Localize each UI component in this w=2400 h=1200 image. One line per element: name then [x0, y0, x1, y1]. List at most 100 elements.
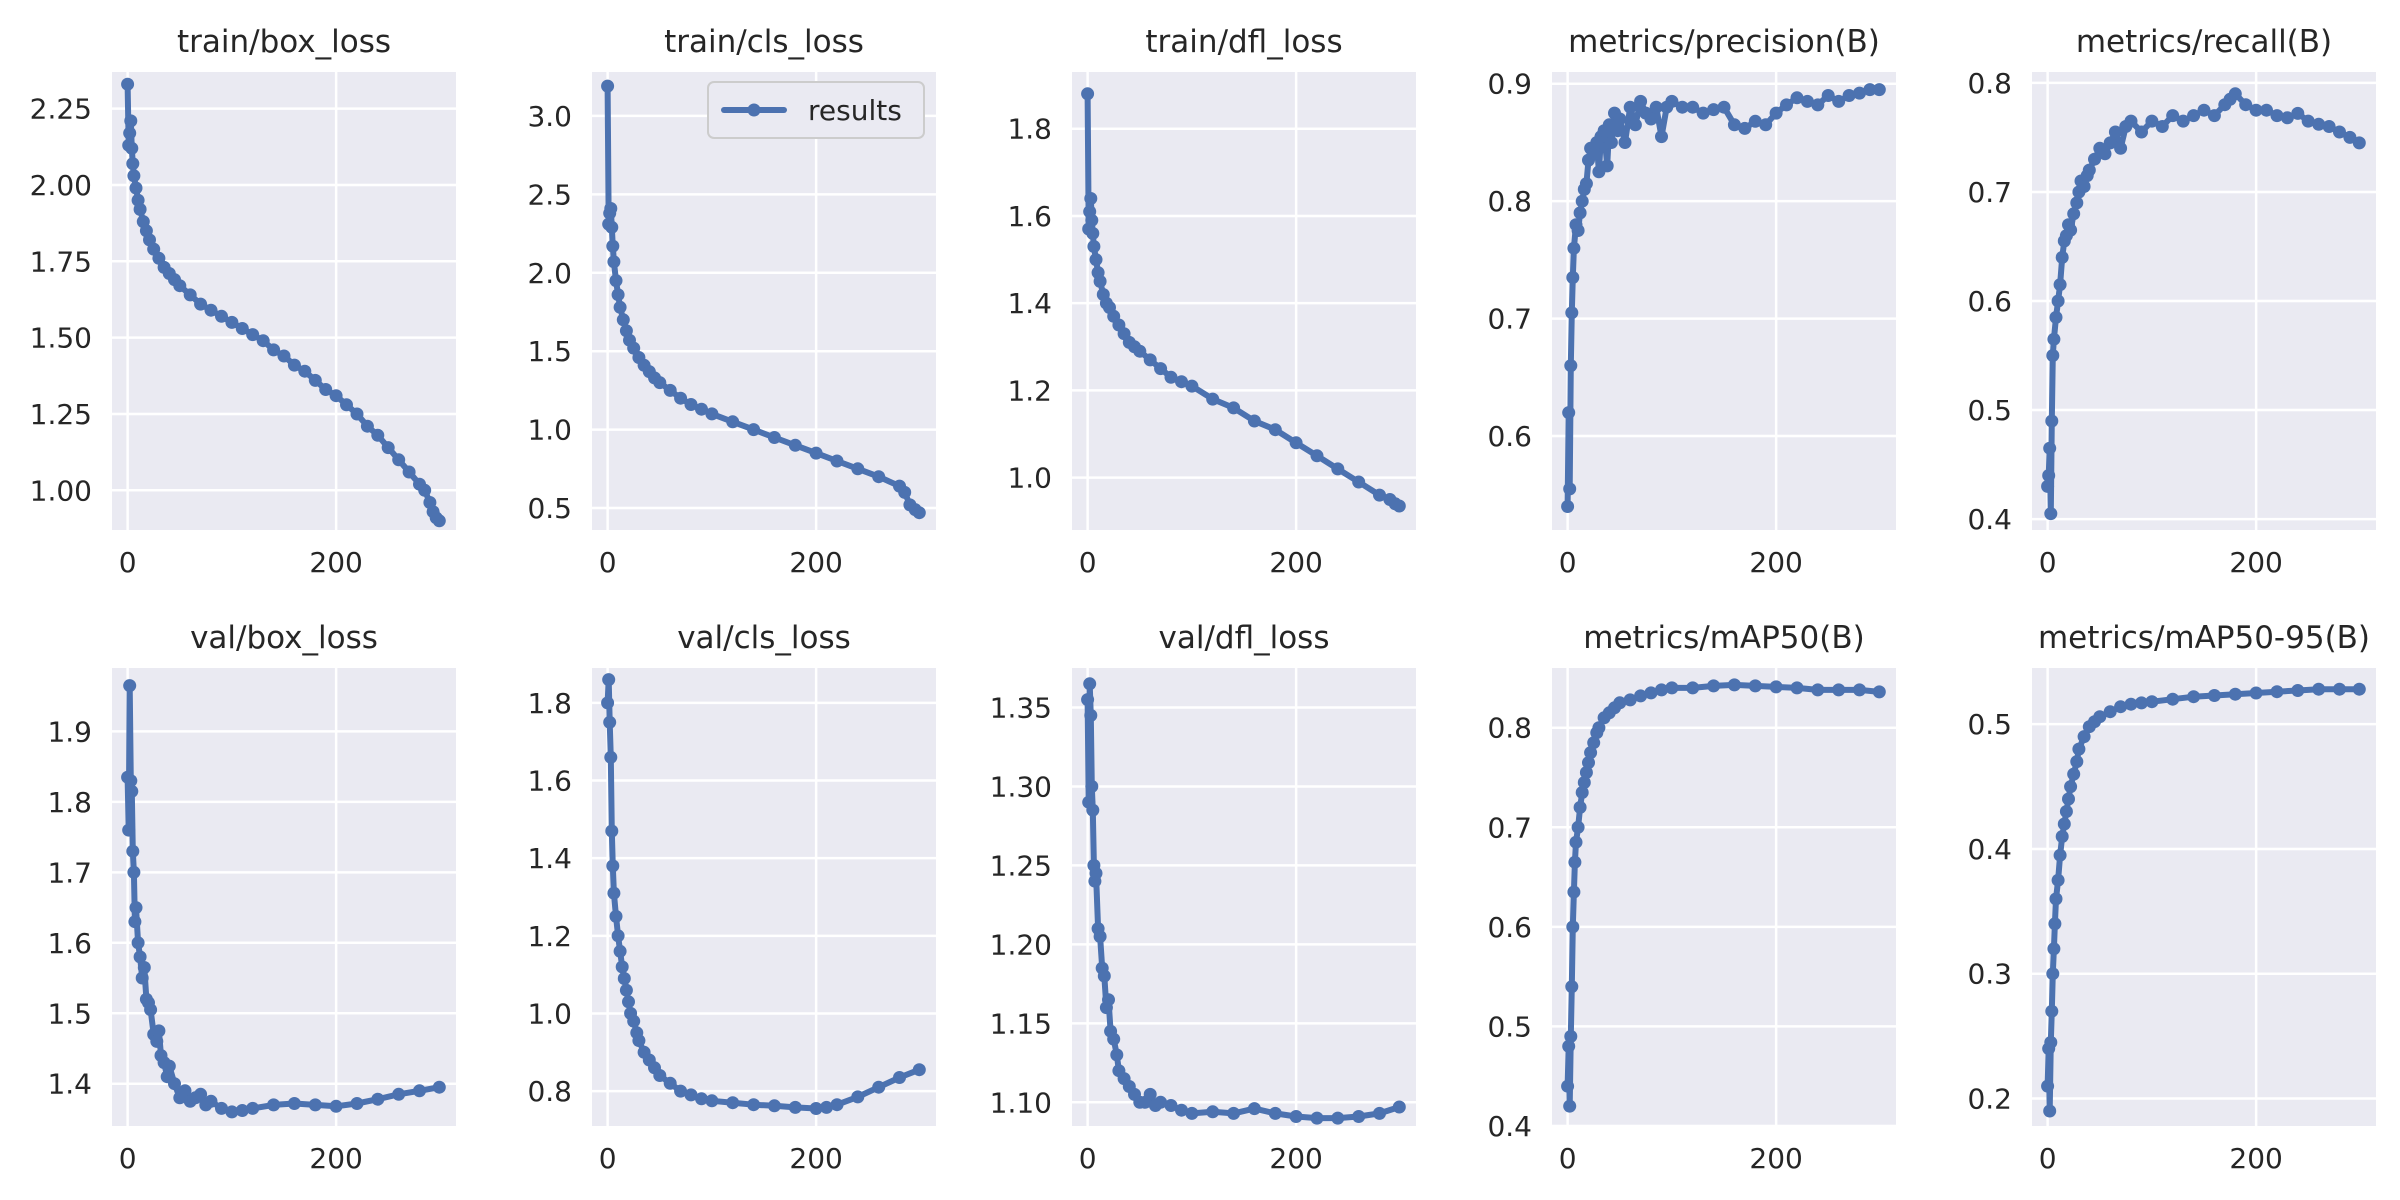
data-point: [2088, 152, 2101, 166]
y-tick-label: 0.6: [1487, 911, 1532, 944]
data-point: [1604, 136, 1618, 149]
data-point: [178, 1084, 192, 1098]
data-point: [2207, 689, 2221, 702]
data-point: [2108, 125, 2122, 139]
data-point: [2239, 98, 2253, 112]
plot-area: [1552, 668, 1896, 1126]
y-tick-label: 0.8: [527, 1075, 572, 1108]
data-point: [788, 1100, 802, 1114]
data-point: [350, 407, 364, 421]
data-point: [150, 1034, 164, 1048]
data-point: [2103, 136, 2117, 150]
data-point: [767, 431, 781, 444]
data-point: [605, 824, 619, 838]
data-point: [1164, 1099, 1178, 1112]
data-point: [1853, 683, 1866, 697]
data-point: [2333, 125, 2346, 139]
data-point: [726, 415, 740, 429]
data-point: [1727, 678, 1741, 692]
data-point: [2249, 686, 2263, 700]
data-point: [392, 1087, 406, 1101]
data-point: [2166, 109, 2180, 123]
data-point: [1268, 1106, 1282, 1120]
data-point: [872, 1080, 886, 1094]
data-point: [2046, 349, 2060, 362]
data-point: [2166, 692, 2180, 706]
data-point: [627, 1014, 641, 1028]
data-point: [1206, 392, 1220, 406]
data-point: [329, 389, 343, 403]
data-point: [267, 1098, 281, 1112]
chart-title: val/box_loss: [190, 620, 378, 656]
y-tick-label: 0.2: [1967, 1083, 2012, 1116]
data-point: [1573, 800, 1587, 814]
data-point: [1561, 1079, 1575, 1093]
data-point: [2077, 180, 2091, 193]
data-point: [1707, 679, 1721, 693]
data-point: [1143, 1087, 1157, 1101]
data-point: [767, 1099, 781, 1113]
y-tick-label: 1.9: [47, 715, 92, 748]
data-point: [1655, 130, 1668, 144]
data-point: [1842, 89, 1856, 102]
data-point: [1310, 1111, 1324, 1125]
data-point: [144, 1003, 158, 1017]
data-point: [2197, 103, 2211, 117]
data-point: [123, 126, 137, 140]
chart-panel-8: val/dfl_loss 1.10 1.15 1.20 1.25 1.30 1.35 0 200: [990, 620, 1416, 1175]
y-tick-label: 0.4: [1967, 503, 2012, 536]
data-point: [2044, 507, 2058, 521]
data-point: [256, 334, 270, 348]
data-point: [2135, 125, 2148, 139]
data-point: [194, 1087, 208, 1101]
data-point: [1154, 362, 1168, 376]
x-tick-label: 200: [789, 546, 842, 579]
data-point: [684, 1088, 698, 1102]
data-point: [1373, 488, 1386, 502]
x-tick-label: 0: [1559, 1142, 1577, 1175]
data-point: [1567, 241, 1581, 255]
data-point: [663, 383, 677, 397]
data-point: [129, 181, 143, 195]
data-point: [1093, 930, 1107, 943]
data-point: [1686, 100, 1700, 114]
data-point: [432, 1080, 446, 1094]
data-point: [168, 1077, 181, 1091]
data-point: [1618, 136, 1632, 149]
data-point: [1738, 121, 1752, 135]
data-point: [1310, 449, 1324, 463]
data-point: [1373, 1106, 1386, 1120]
data-point: [1748, 679, 1762, 693]
y-tick-label: 1.2: [1007, 374, 1052, 407]
y-tick-label: 0.6: [1487, 420, 1532, 453]
data-point: [1577, 776, 1591, 789]
data-point: [392, 453, 406, 467]
data-point: [1086, 803, 1100, 817]
data-point: [605, 220, 619, 234]
chart-title: train/dfl_loss: [1145, 24, 1342, 60]
data-point: [267, 343, 281, 357]
data-point: [2322, 120, 2336, 133]
y-tick-label: 1.6: [1007, 200, 1052, 233]
plot-area: [1072, 72, 1416, 530]
data-point: [2343, 130, 2357, 144]
y-tick-label: 1.25: [990, 849, 1052, 882]
data-point: [1110, 1048, 1124, 1062]
data-point: [125, 784, 139, 798]
data-point: [1579, 177, 1593, 191]
y-tick-label: 0.9: [1487, 68, 1532, 101]
data-point: [1206, 1105, 1220, 1119]
data-point: [308, 1098, 322, 1112]
data-point: [1086, 226, 1100, 240]
data-point: [1587, 736, 1601, 750]
x-tick-label: 200: [1269, 1142, 1322, 1175]
y-tick-label: 1.5: [527, 335, 572, 368]
y-tick-label: 0.8: [1487, 185, 1532, 218]
data-point: [2176, 114, 2190, 128]
data-point: [1707, 103, 1721, 117]
data-point: [1331, 1111, 1345, 1125]
plot-area: [592, 72, 936, 530]
y-tick-label: 1.35: [990, 691, 1052, 724]
data-point: [2046, 967, 2060, 981]
data-point: [613, 944, 627, 958]
